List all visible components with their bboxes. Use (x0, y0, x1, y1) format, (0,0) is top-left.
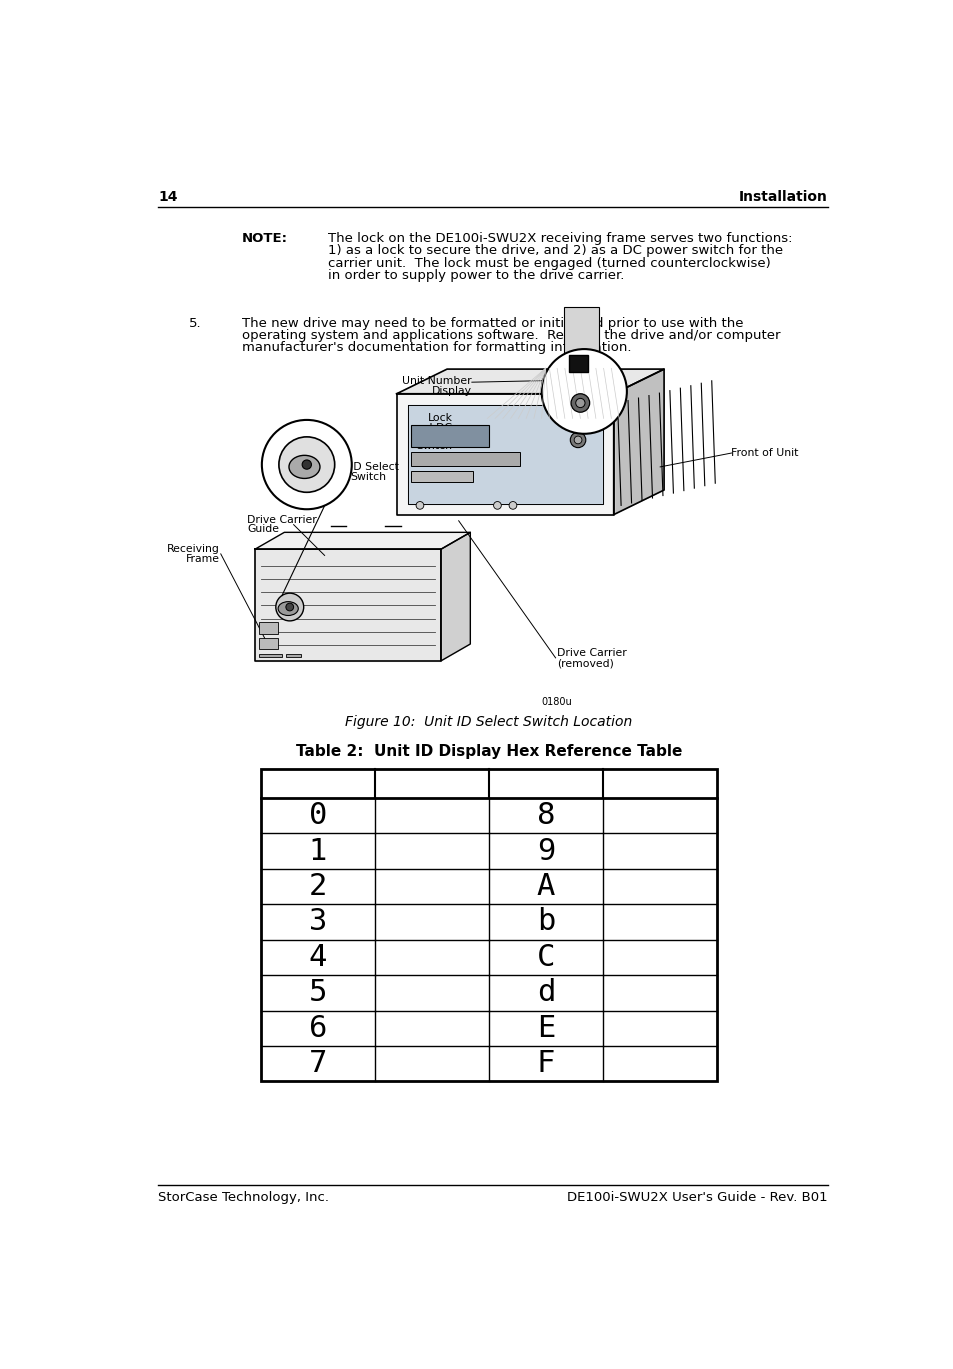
Text: Drive Carrier: Drive Carrier (557, 649, 626, 658)
Bar (568, 355, 587, 372)
Polygon shape (396, 394, 613, 515)
Text: Drive Carrier: Drive Carrier (247, 515, 316, 526)
Bar (261, 769, 716, 1082)
Bar (286, 654, 301, 657)
Bar (411, 471, 473, 482)
Circle shape (571, 394, 589, 412)
Text: Table 2:  Unit ID Display Hex Reference Table: Table 2: Unit ID Display Hex Reference T… (295, 743, 681, 758)
Text: 0180u: 0180u (541, 697, 572, 706)
Text: operating system and applications software.  Refer to the drive and/or computer: operating system and applications softwa… (241, 329, 780, 342)
Text: DE100i-SWU2X User's Guide - Rev. B01: DE100i-SWU2X User's Guide - Rev. B01 (566, 1191, 827, 1205)
Text: C: C (537, 943, 555, 972)
Text: A: A (537, 872, 555, 901)
Text: carrier unit.  The lock must be engaged (turned counterclockwise): carrier unit. The lock must be engaged (… (328, 256, 770, 270)
Text: 0: 0 (309, 801, 327, 830)
Text: Unit Number: Unit Number (402, 376, 472, 386)
Bar (258, 654, 282, 657)
Text: 3: 3 (309, 908, 327, 936)
Text: The new drive may need to be formatted or initialized prior to use with the: The new drive may need to be formatted o… (241, 316, 742, 330)
Bar (411, 426, 488, 446)
Polygon shape (613, 370, 663, 515)
Text: The lock on the DE100i-SWU2X receiving frame serves two functions:: The lock on the DE100i-SWU2X receiving f… (328, 231, 792, 245)
Circle shape (570, 433, 585, 448)
Text: Receiving: Receiving (167, 545, 220, 554)
Text: 5.: 5. (189, 316, 201, 330)
Polygon shape (407, 404, 602, 504)
Text: in order to supply power to the drive carrier.: in order to supply power to the drive ca… (328, 268, 624, 282)
Text: ID Select: ID Select (350, 461, 398, 472)
Text: StorCase Technology, Inc.: StorCase Technology, Inc. (158, 1191, 329, 1205)
Text: 1: 1 (309, 836, 327, 865)
Text: manufacturer's documentation for formatting information.: manufacturer's documentation for formatt… (241, 341, 631, 355)
Text: d: d (537, 979, 555, 1008)
Polygon shape (254, 549, 440, 661)
Bar (258, 623, 278, 634)
Text: Installation: Installation (738, 190, 827, 204)
Text: 2: 2 (309, 872, 327, 901)
Ellipse shape (278, 601, 298, 616)
Bar (570, 412, 585, 426)
Text: Guide: Guide (247, 524, 279, 534)
Text: 14: 14 (158, 190, 177, 204)
Text: b: b (537, 908, 555, 936)
Text: E: E (537, 1013, 555, 1043)
Circle shape (574, 437, 581, 444)
Circle shape (493, 501, 500, 509)
Polygon shape (440, 533, 470, 661)
Circle shape (261, 420, 352, 509)
Polygon shape (254, 533, 470, 549)
Circle shape (275, 593, 303, 622)
Bar (563, 308, 598, 405)
Text: 4: 4 (309, 943, 327, 972)
Text: F: F (537, 1049, 555, 1079)
Bar (258, 638, 278, 649)
Circle shape (575, 398, 584, 408)
Bar (411, 452, 519, 465)
Text: and DC: and DC (412, 423, 452, 433)
Text: 6: 6 (309, 1013, 327, 1043)
Text: Switch: Switch (350, 472, 386, 482)
Text: Display: Display (432, 386, 472, 396)
Ellipse shape (289, 456, 319, 478)
Text: 5: 5 (309, 979, 327, 1008)
Circle shape (286, 604, 294, 611)
Text: 9: 9 (537, 836, 555, 865)
Circle shape (541, 349, 626, 434)
Text: Switch: Switch (416, 441, 452, 452)
Circle shape (416, 501, 423, 509)
Text: 8: 8 (537, 801, 555, 830)
Circle shape (302, 460, 311, 470)
Text: Frame: Frame (186, 553, 220, 564)
Text: NOTE:: NOTE: (241, 231, 288, 245)
Text: 1) as a lock to secure the drive, and 2) as a DC power switch for the: 1) as a lock to secure the drive, and 2)… (328, 244, 782, 257)
Text: Power: Power (419, 431, 452, 442)
Polygon shape (396, 370, 663, 394)
Text: Front of Unit: Front of Unit (731, 448, 798, 459)
Circle shape (278, 437, 335, 493)
Text: 7: 7 (309, 1049, 327, 1079)
Text: Figure 10:  Unit ID Select Switch Location: Figure 10: Unit ID Select Switch Locatio… (345, 715, 632, 728)
Circle shape (509, 501, 517, 509)
Text: Lock: Lock (427, 413, 452, 423)
Text: (removed): (removed) (557, 658, 614, 668)
